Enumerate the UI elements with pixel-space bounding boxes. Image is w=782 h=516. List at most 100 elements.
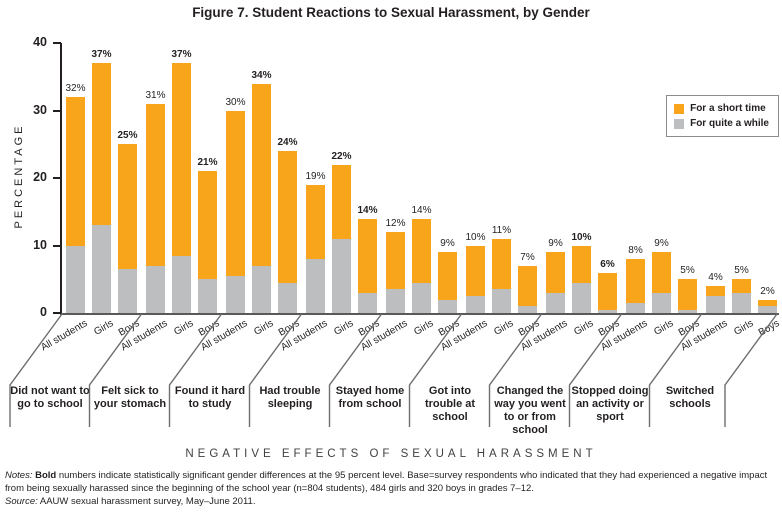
bar-value-label: 25% bbox=[117, 130, 138, 142]
bar-segment-quite-a-while bbox=[198, 279, 217, 313]
bar-value-label: 31% bbox=[145, 89, 166, 101]
bar-value-label: 6% bbox=[600, 258, 615, 270]
bar-value-label: 19% bbox=[305, 170, 326, 182]
bar-segment-quite-a-while bbox=[118, 269, 137, 313]
bar-segment-short-time bbox=[626, 259, 645, 313]
group-bracket bbox=[648, 313, 703, 427]
bar-value-label: 14% bbox=[411, 204, 432, 216]
bar-value-label: 7% bbox=[520, 251, 535, 263]
bar-segment-short-time bbox=[466, 245, 485, 313]
notes-text: numbers indicate statistically significa… bbox=[5, 470, 768, 494]
group-bracket bbox=[328, 313, 383, 427]
bar-segment-short-time bbox=[572, 245, 591, 313]
bar-value-label: 14% bbox=[357, 204, 378, 216]
category-label: Got into trouble at school bbox=[424, 385, 476, 423]
legend-swatch-icon bbox=[674, 103, 685, 114]
group-bracket bbox=[9, 313, 63, 427]
bar-segment-short-time bbox=[386, 232, 405, 313]
bar-value-label: 12% bbox=[385, 218, 406, 229]
y-tick bbox=[53, 109, 61, 112]
bar-segment-short-time bbox=[358, 218, 377, 313]
bar-segment-short-time bbox=[678, 279, 697, 313]
legend-label: For quite a while bbox=[690, 118, 769, 129]
bar-value-label: 30% bbox=[225, 96, 246, 108]
bar-segment-short-time bbox=[92, 63, 111, 313]
group-bracket bbox=[248, 313, 303, 427]
bar-value-label: 5% bbox=[734, 265, 749, 277]
category-label: Felt sick to your stomach bbox=[93, 385, 167, 410]
legend: For a short time For quite a while bbox=[666, 95, 779, 137]
bar-value-label: 5% bbox=[680, 265, 695, 277]
bar-segment-short-time bbox=[732, 279, 751, 313]
bar-segment-short-time bbox=[492, 238, 511, 313]
bar-value-label: 11% bbox=[491, 224, 512, 236]
bar-segment-quite-a-while bbox=[306, 259, 325, 313]
bar-value-label: 22% bbox=[331, 150, 352, 162]
category-label: Found it hard to study bbox=[174, 385, 246, 410]
legend-label: For a short time bbox=[690, 103, 766, 114]
y-tick-label: 30 bbox=[33, 102, 47, 117]
bar-segment-quite-a-while bbox=[758, 306, 777, 313]
notes-bold-word: Bold bbox=[35, 470, 57, 481]
bar-segment-quite-a-while bbox=[252, 265, 271, 313]
bar-segment-short-time bbox=[66, 97, 85, 313]
bar-segment-quite-a-while bbox=[386, 289, 405, 313]
bar-segment-short-time bbox=[252, 83, 271, 313]
bar-segment-quite-a-while bbox=[146, 265, 165, 313]
footnotes: Notes: Bold numbers indicate statistical… bbox=[5, 469, 778, 508]
bar-segment-quite-a-while bbox=[226, 275, 245, 313]
category-label: Stayed home from school bbox=[335, 385, 405, 410]
bar-segment-short-time bbox=[146, 103, 165, 313]
y-tick-label: 10 bbox=[33, 237, 47, 252]
source-text: AAUW sexual harassment survey, May–June … bbox=[37, 496, 256, 507]
source-label: Source: bbox=[5, 496, 38, 507]
bar-value-label: 34% bbox=[251, 69, 272, 81]
bar-segment-quite-a-while bbox=[706, 296, 725, 313]
bar-segment-short-time bbox=[226, 110, 245, 313]
category-label: Had trouble sleeping bbox=[259, 385, 321, 410]
bar-segment-quite-a-while bbox=[66, 245, 85, 313]
legend-swatch-icon bbox=[674, 118, 685, 129]
x-axis-title: NEGATIVE EFFECTS OF SEXUAL HARASSMENT bbox=[185, 448, 597, 460]
bar-segment-quite-a-while bbox=[466, 296, 485, 313]
bar-segment-quite-a-while bbox=[732, 292, 751, 313]
group-separators bbox=[9, 313, 778, 427]
bar-segment-quite-a-while bbox=[438, 299, 457, 313]
category-label: Did not want to go to school bbox=[10, 385, 90, 410]
bar-segment-quite-a-while bbox=[546, 292, 565, 313]
notes-label: Notes: bbox=[5, 470, 36, 481]
group-bracket bbox=[488, 313, 543, 427]
category-label: Switched schools bbox=[665, 385, 715, 410]
bar-value-label: 9% bbox=[654, 238, 669, 250]
y-tick bbox=[53, 177, 61, 179]
bar-segment-quite-a-while bbox=[572, 282, 591, 313]
bar-segment-short-time bbox=[278, 151, 297, 313]
bar-segment-short-time bbox=[198, 171, 217, 313]
bar-value-label: 9% bbox=[440, 238, 455, 250]
y-tick-label: 20 bbox=[33, 170, 47, 184]
figure-title: Figure 7. Student Reactions to Sexual Ha… bbox=[192, 5, 590, 20]
group-bracket bbox=[724, 313, 778, 427]
bar-value-label: 10% bbox=[571, 231, 592, 243]
bar-segment-short-time bbox=[118, 144, 137, 313]
group-bracket bbox=[88, 313, 143, 427]
bar-value-label: 10% bbox=[465, 231, 486, 243]
y-axis-line bbox=[60, 43, 62, 315]
bar-segment-quite-a-while bbox=[518, 306, 537, 313]
y-tick bbox=[53, 42, 61, 44]
bar-segment-quite-a-while bbox=[492, 289, 511, 313]
bar-value-label: 2% bbox=[760, 285, 775, 297]
bar-value-label: 9% bbox=[548, 238, 563, 250]
bar-value-label: 21% bbox=[197, 157, 218, 169]
bar-segment-short-time bbox=[306, 184, 325, 313]
bar-segment-short-time bbox=[546, 252, 565, 313]
bar-segment-quite-a-while bbox=[358, 292, 377, 313]
bar-segment-quite-a-while bbox=[626, 302, 645, 313]
bar-segment-quite-a-while bbox=[278, 282, 297, 313]
bar-value-label: 4% bbox=[708, 272, 723, 283]
y-tick bbox=[53, 312, 61, 314]
bar-segment-quite-a-while bbox=[678, 309, 697, 313]
group-bracket bbox=[168, 313, 223, 427]
bar-value-label: 37% bbox=[91, 49, 112, 61]
